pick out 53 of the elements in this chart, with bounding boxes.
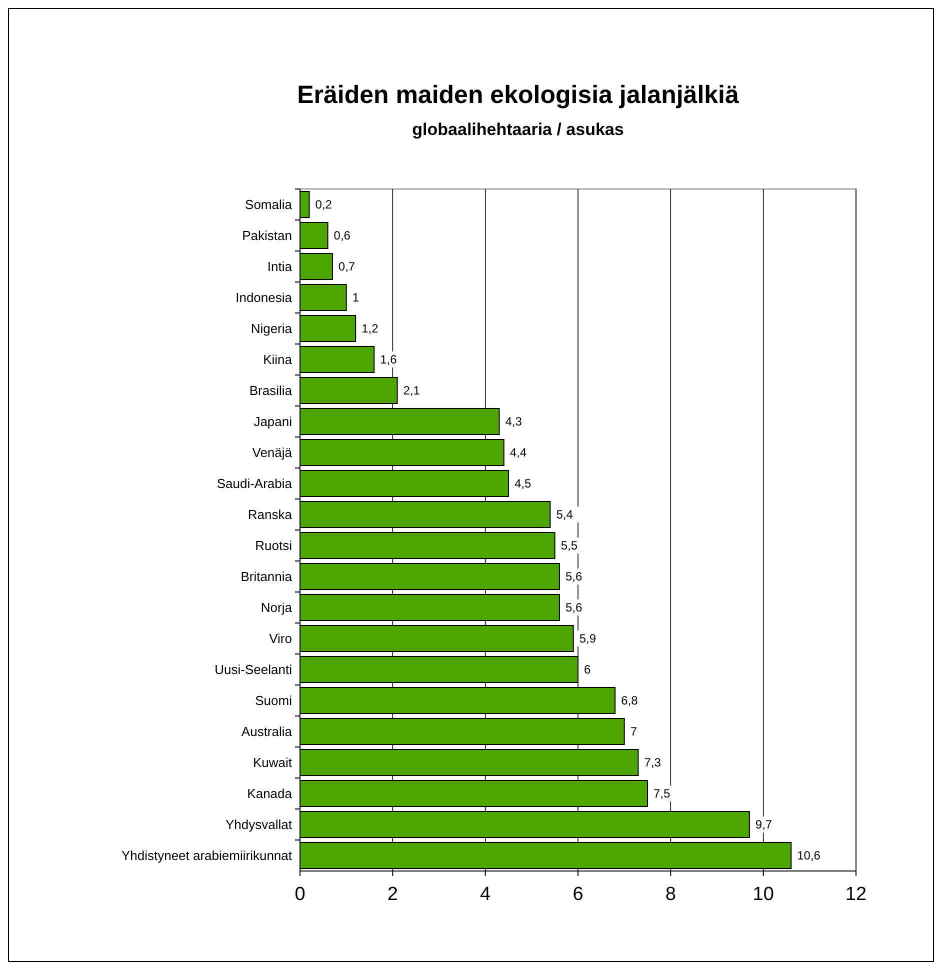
y-tick-label: Kiina [263,352,293,368]
y-tick-label: Yhdysvallat [226,817,292,832]
x-tick-label: 12 [845,884,867,905]
data-label: 10,6 [797,848,821,863]
data-label: 0,7 [338,260,356,274]
y-tick-label: Britannia [240,569,293,584]
data-label: 5,6 [565,570,582,584]
data-label: 0,2 [315,198,332,212]
data-label: 7,5 [654,786,671,801]
y-tick-label: Ruotsi [255,538,292,554]
y-tick-label: Uusi-Seelanti [214,662,292,678]
y-tick-label: Brasilia [249,383,293,398]
y-tick-label: Saudi-Arabia [216,476,293,492]
y-tick-label: Japani [254,414,292,430]
data-label: 9,7 [755,818,772,832]
y-tick-label: Australia [241,724,293,740]
data-label: 1,6 [380,352,398,367]
data-label: 5,5 [560,538,578,553]
data-label: 1,2 [362,322,379,336]
data-label: 5,4 [556,508,574,522]
y-tick-label: Somalia [245,197,293,212]
y-tick-label: Venäjä [252,445,293,460]
y-tick-label: Ranska [248,507,293,522]
x-tick-label: 8 [665,884,676,905]
data-label: 7,3 [644,756,662,770]
chart-subtitle: globaalihehtaaria / asukas [412,120,624,139]
data-label: 7 [630,724,638,739]
data-label: 5,9 [579,632,596,646]
y-tick-label: Yhdistyneet arabiemiirikunnat [121,848,292,864]
y-tick-label: Nigeria [250,321,293,336]
data-label: 4,3 [505,414,522,429]
y-tick-label: Norja [260,600,293,616]
x-tick-label: 2 [387,884,398,905]
data-label: 6 [584,662,591,677]
data-label: 6,8 [621,694,638,708]
x-tick-label: 0 [294,884,306,905]
y-tick-label: Kanada [247,786,293,802]
data-label: 5,6 [565,600,582,615]
y-tick-label: Suomi [255,693,292,708]
chart-title: Eräiden maiden ekologisia jalanjälkiä [297,81,740,109]
y-tick-label: Pakistan [242,228,292,244]
data-label: 1 [352,290,360,305]
y-tick-label: Intia [267,259,293,274]
data-label: 2,1 [403,384,420,398]
x-tick-label: 6 [572,884,584,905]
y-tick-label: Kuwait [252,755,292,770]
data-label: 4,5 [514,476,532,491]
data-label: 4,4 [510,446,527,460]
y-tick-label: Viro [269,631,292,646]
x-tick-label: 4 [480,884,492,905]
x-tick-label: 10 [752,884,774,905]
data-label: 0,6 [334,228,351,243]
y-tick-label: Indonesia [236,290,293,306]
